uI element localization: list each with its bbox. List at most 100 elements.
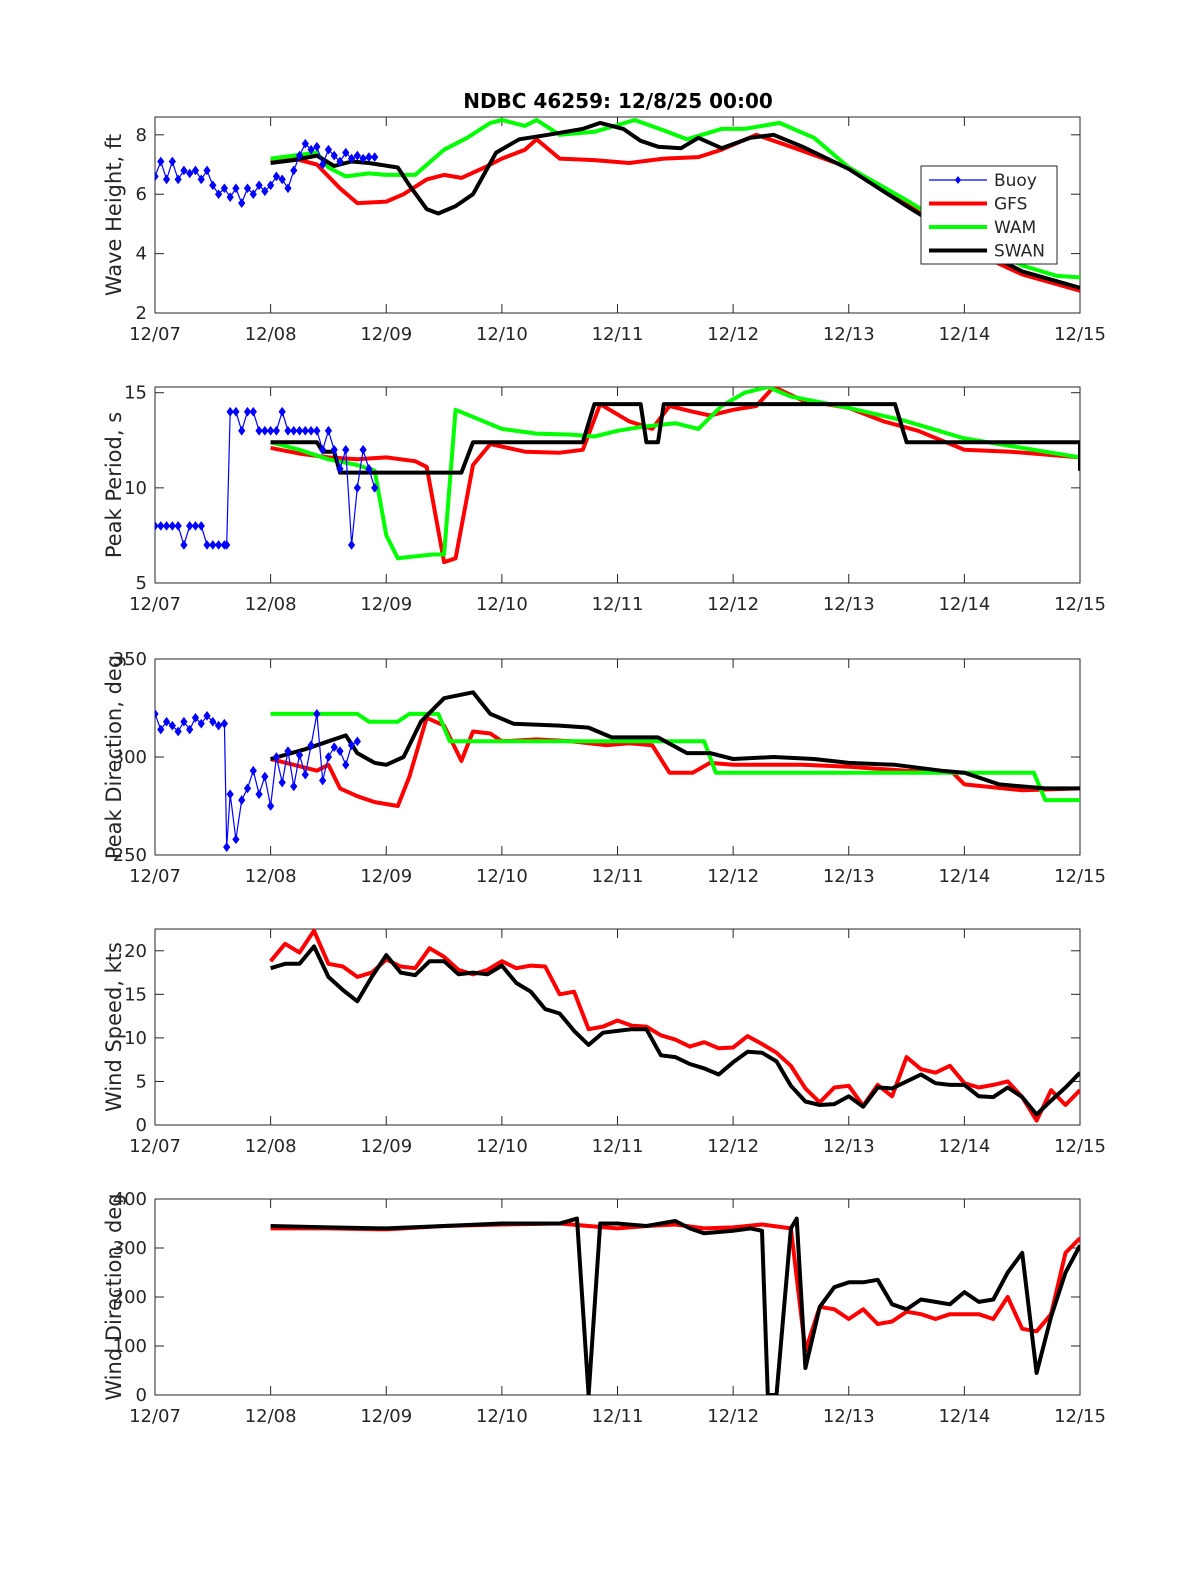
series-buoy-marker <box>168 521 176 531</box>
legend-label-gfs: GFS <box>994 195 1027 215</box>
series-buoy-marker <box>272 171 281 182</box>
x-tick-label: 12/14 <box>938 324 990 345</box>
x-tick-label: 12/13 <box>823 866 875 887</box>
series-group <box>155 690 1080 852</box>
series-buoy-marker <box>278 406 286 417</box>
x-tick-label: 12/14 <box>938 1406 990 1427</box>
panel-2: 12/07 12/08 12/09 12/10 12/11 12/12 12/13 12/14… <box>102 383 1106 615</box>
x-tick-label: 12/08 <box>245 1136 297 1157</box>
y-tick-label: 0 <box>136 1385 147 1406</box>
y-tick-label: 20 <box>124 941 147 962</box>
x-tick-label: 12/10 <box>476 1406 528 1427</box>
series-gfs-line <box>270 1221 1080 1353</box>
panel-1: 12/07 12/08 12/09 12/10 12/11 12/12 12/13 12/14… <box>102 116 1106 345</box>
series-buoy-marker <box>313 709 321 719</box>
y-axis-label: Wave Height, ft <box>102 134 126 296</box>
x-tick-label: 12/08 <box>245 866 297 887</box>
series-buoy-marker <box>342 147 350 158</box>
series-buoy-marker <box>174 521 182 531</box>
series-buoy-marker <box>174 174 182 185</box>
series-buoy-marker <box>203 711 211 721</box>
x-tick-label: 12/15 <box>1054 594 1106 615</box>
series-buoy-marker <box>330 444 338 455</box>
series-buoy-marker <box>330 150 338 161</box>
chart-title: NDBC 46259: 12/8/25 00:00 <box>463 89 773 113</box>
x-tick-label: 12/07 <box>129 594 181 615</box>
series-buoy-marker <box>371 483 379 493</box>
x-tick-label: 12/11 <box>592 1406 644 1427</box>
panel-4: 12/07 12/08 12/09 12/10 12/11 12/12 12/13 12/14… <box>102 928 1106 1157</box>
y-tick-label: 300 <box>113 1238 147 1259</box>
y-tick-label: 8 <box>136 125 147 146</box>
series-swan-line <box>270 944 1080 1117</box>
series-buoy-marker <box>319 159 327 170</box>
series-buoy-marker <box>162 174 171 185</box>
x-tick-label: 12/14 <box>938 1136 990 1157</box>
y-axis-label: Peak Period, s <box>102 412 126 558</box>
series-buoy-marker <box>197 521 205 531</box>
series-buoy-marker <box>284 746 292 756</box>
series-buoy-marker <box>157 724 165 735</box>
x-tick-label: 12/15 <box>1054 1406 1106 1427</box>
series-buoy-marker <box>168 720 176 731</box>
panel-3: 12/07 12/08 12/09 12/10 12/11 12/12 12/13 12/14… <box>102 649 1106 887</box>
series-buoy-marker <box>319 444 327 455</box>
series-buoy-marker <box>301 425 309 436</box>
series-buoy-marker <box>203 540 211 550</box>
series-buoy-marker <box>267 180 275 191</box>
series-buoy-marker <box>243 783 252 794</box>
x-tick-label: 12/07 <box>129 866 181 887</box>
series-buoy-marker <box>267 425 275 436</box>
x-tick-label: 12/07 <box>129 324 181 345</box>
x-tick-label: 12/08 <box>245 594 297 615</box>
series-buoy-marker <box>347 153 356 164</box>
y-tick-label: 15 <box>124 984 147 1005</box>
series-group <box>155 118 1080 293</box>
y-axis-label: Wind Direction, deg <box>102 1193 126 1400</box>
legend-marker-buoy <box>955 176 961 184</box>
series-group <box>269 929 1080 1123</box>
x-tick-label: 12/13 <box>823 594 875 615</box>
series-buoy-marker <box>223 540 231 550</box>
x-tick-label: 12/08 <box>245 1406 297 1427</box>
series-buoy-marker <box>249 765 257 776</box>
series-buoy-marker <box>278 174 286 185</box>
series-buoy-marker <box>203 165 211 176</box>
legend-box <box>920 165 1058 265</box>
series-buoy-marker <box>359 444 367 455</box>
series-buoy-marker <box>301 769 309 780</box>
series-buoy-marker <box>324 425 333 436</box>
series-buoy-marker <box>342 444 350 455</box>
series-buoy-marker <box>162 716 171 727</box>
x-tick-label: 12/12 <box>707 1136 759 1157</box>
series-buoy-marker <box>290 781 298 792</box>
series-buoy-marker <box>174 726 182 737</box>
series-buoy-marker <box>191 165 200 176</box>
x-tick-label: 12/09 <box>360 1406 412 1427</box>
x-tick-label: 12/15 <box>1054 866 1106 887</box>
series-buoy-marker <box>255 425 263 436</box>
series-buoy-marker <box>209 180 217 191</box>
series-buoy-marker <box>353 483 361 493</box>
series-buoy-marker <box>232 834 240 845</box>
series-buoy-marker <box>209 540 217 550</box>
series-buoy-marker <box>232 183 240 194</box>
series-buoy-marker <box>168 156 176 167</box>
series-buoy-marker <box>290 425 298 436</box>
series-buoy-marker <box>162 521 171 531</box>
x-tick-label: 12/13 <box>823 324 875 345</box>
x-tick-label: 12/13 <box>823 1406 875 1427</box>
series-buoy-marker <box>238 198 246 208</box>
x-tick-label: 12/12 <box>707 1406 759 1427</box>
x-tick-label: 12/11 <box>592 1136 644 1157</box>
y-tick-label: 350 <box>113 649 147 670</box>
x-tick-label: 12/10 <box>476 324 528 345</box>
y-tick-label: 0 <box>136 1115 147 1136</box>
series-buoy-marker <box>209 716 217 727</box>
x-tick-label: 12/12 <box>707 594 759 615</box>
series-buoy-marker <box>261 425 269 436</box>
x-tick-label: 12/12 <box>707 324 759 345</box>
axes-box <box>154 928 1081 1126</box>
series-buoy-marker <box>197 174 205 185</box>
